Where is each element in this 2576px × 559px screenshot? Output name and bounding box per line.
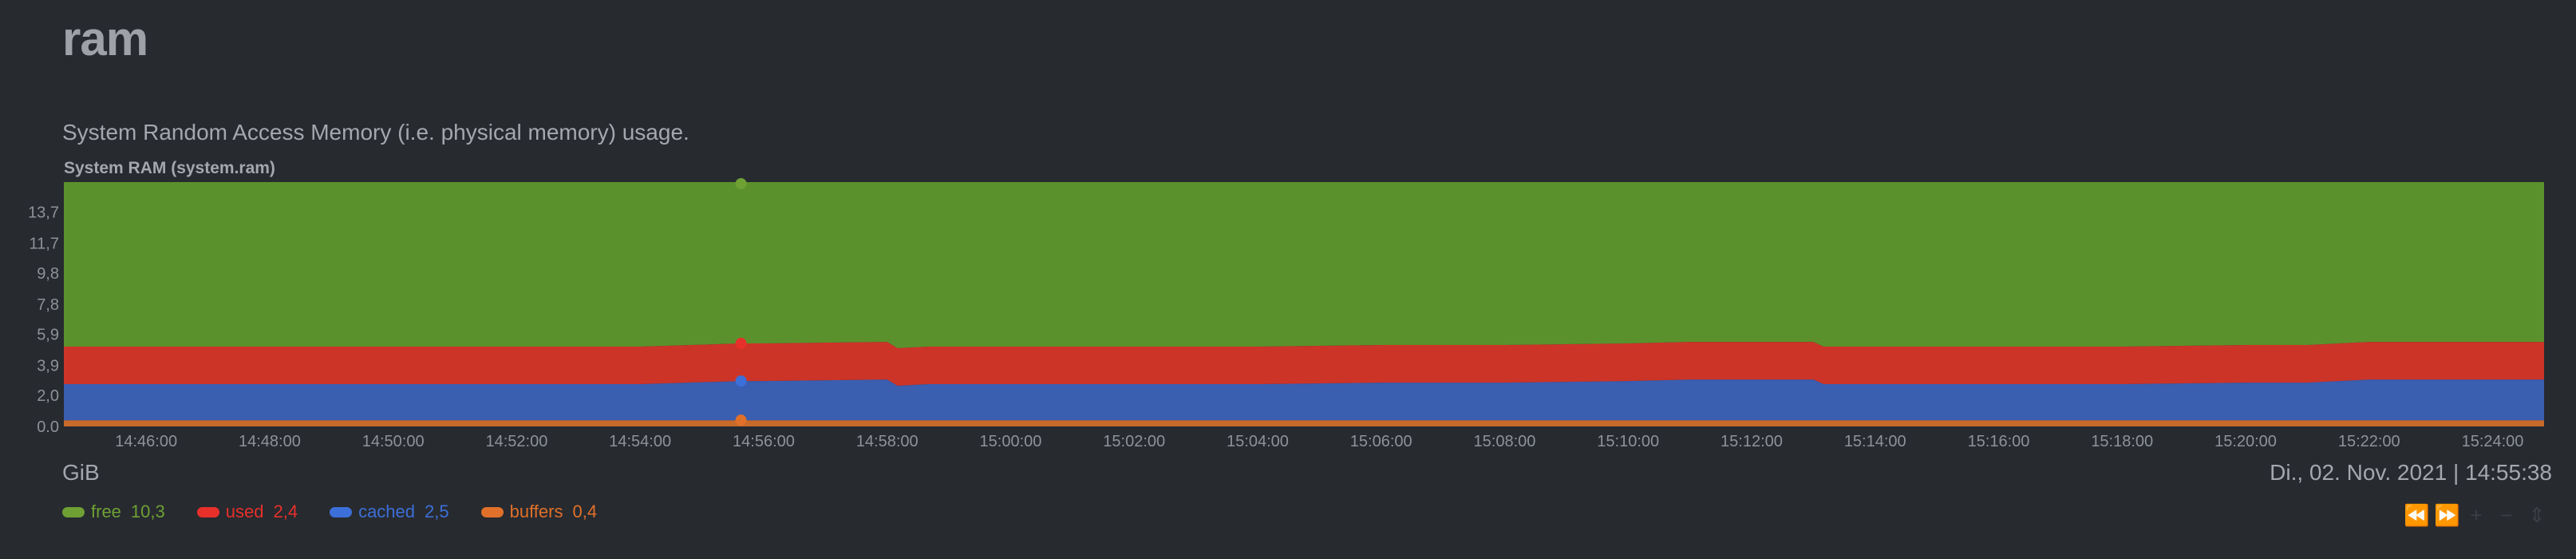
x-tick-label: 15:06:00 xyxy=(1350,433,1412,450)
x-tick-label: 15:14:00 xyxy=(1844,433,1906,450)
legend-swatch-buffers xyxy=(480,506,504,517)
datetime-label: Di., 02. Nov. 2021 | 14:55:38 xyxy=(2270,460,2552,485)
y-axis: 0.0 2,0 3,9 5,9 7,8 9,8 11,7 13,7 xyxy=(28,204,59,436)
y-tick-label: 13,7 xyxy=(28,204,59,221)
resize-icon[interactable]: ⇕ xyxy=(2528,503,2546,527)
legend-value-free: 10,3 xyxy=(130,502,165,521)
section-description: System Random Access Memory (i.e. physic… xyxy=(62,120,689,145)
area-cached xyxy=(64,379,2544,421)
x-tick-label: 14:48:00 xyxy=(239,433,301,450)
y-tick-label: 5,9 xyxy=(37,326,59,343)
cursor-point-buffers xyxy=(735,414,747,426)
x-tick-label: 15:18:00 xyxy=(2091,433,2153,450)
legend: free 10,3 used 2,4 cached 2,5 buffers 0,… xyxy=(62,502,597,522)
y-tick-label: 7,8 xyxy=(37,296,59,314)
legend-name-used: used xyxy=(225,502,264,521)
x-tick-label: 14:46:00 xyxy=(115,433,177,450)
x-tick-label: 14:58:00 xyxy=(856,433,919,450)
legend-name-buffers: buffers xyxy=(509,502,563,521)
legend-value-buffers: 0,4 xyxy=(572,502,598,521)
y-tick-label: 2,0 xyxy=(37,387,59,405)
fast-forward-icon[interactable]: ⏩ xyxy=(2434,503,2460,527)
y-tick-label: 3,9 xyxy=(37,358,59,375)
chart-areas xyxy=(64,182,2544,426)
zoom-in-icon[interactable]: + xyxy=(2470,503,2483,527)
chart-toolbar: ⏪ ⏩ + − ⇕ xyxy=(2404,503,2549,528)
legend-item-buffers[interactable]: buffers 0,4 xyxy=(480,502,598,522)
y-tick-label: 11,7 xyxy=(30,236,59,253)
legend-value-used: 2,4 xyxy=(273,502,298,521)
cursor-point-free xyxy=(735,178,747,189)
chart-svg[interactable]: 0.0 2,0 3,9 5,9 7,8 9,8 11,7 13,7 14:46:00 14:48… xyxy=(0,0,2576,455)
legend-name-free: free xyxy=(91,502,121,521)
y-tick-label: 9,8 xyxy=(37,265,59,283)
legend-swatch-cached xyxy=(330,506,353,517)
x-tick-label: 15:04:00 xyxy=(1227,433,1289,450)
x-tick-label: 14:50:00 xyxy=(362,433,425,450)
legend-swatch-free xyxy=(62,506,85,517)
x-tick-label: 15:22:00 xyxy=(2338,433,2400,450)
legend-item-free[interactable]: free 10,3 xyxy=(62,502,165,522)
legend-value-cached: 2,5 xyxy=(425,502,449,521)
x-tick-label: 15:00:00 xyxy=(980,433,1042,450)
chart-title: System RAM (system.ram) xyxy=(64,159,275,177)
x-tick-label: 15:12:00 xyxy=(1721,433,1783,450)
x-tick-label: 15:10:00 xyxy=(1597,433,1659,450)
zoom-out-icon[interactable]: − xyxy=(2500,503,2513,527)
units-label: GiB xyxy=(62,460,100,485)
legend-item-used[interactable]: used 2,4 xyxy=(196,502,298,522)
area-free xyxy=(64,182,2544,348)
legend-item-cached[interactable]: cached 2,5 xyxy=(330,502,449,522)
section-title: ram xyxy=(62,12,148,65)
legend-swatch-used xyxy=(196,506,219,517)
area-used xyxy=(64,342,2544,386)
rewind-icon[interactable]: ⏪ xyxy=(2404,503,2430,527)
x-tick-label: 14:56:00 xyxy=(733,433,795,450)
chart-cursor xyxy=(735,178,747,426)
y-tick-label: 0.0 xyxy=(37,418,59,436)
x-tick-label: 14:52:00 xyxy=(486,433,548,450)
x-tick-label: 15:24:00 xyxy=(2462,433,2524,450)
x-axis: 14:46:00 14:48:00 14:50:00 14:52:00 14:54:00… xyxy=(115,433,2523,450)
x-tick-label: 15:02:00 xyxy=(1103,433,1165,450)
x-tick-label: 15:16:00 xyxy=(1968,433,2030,450)
cursor-point-used xyxy=(735,338,747,350)
legend-name-cached: cached xyxy=(358,502,416,521)
x-tick-label: 15:20:00 xyxy=(2214,433,2277,450)
cursor-point-cached xyxy=(735,375,747,387)
x-tick-label: 15:08:00 xyxy=(1474,433,1536,450)
x-tick-label: 14:54:00 xyxy=(609,433,671,450)
area-buffers xyxy=(64,420,2544,426)
